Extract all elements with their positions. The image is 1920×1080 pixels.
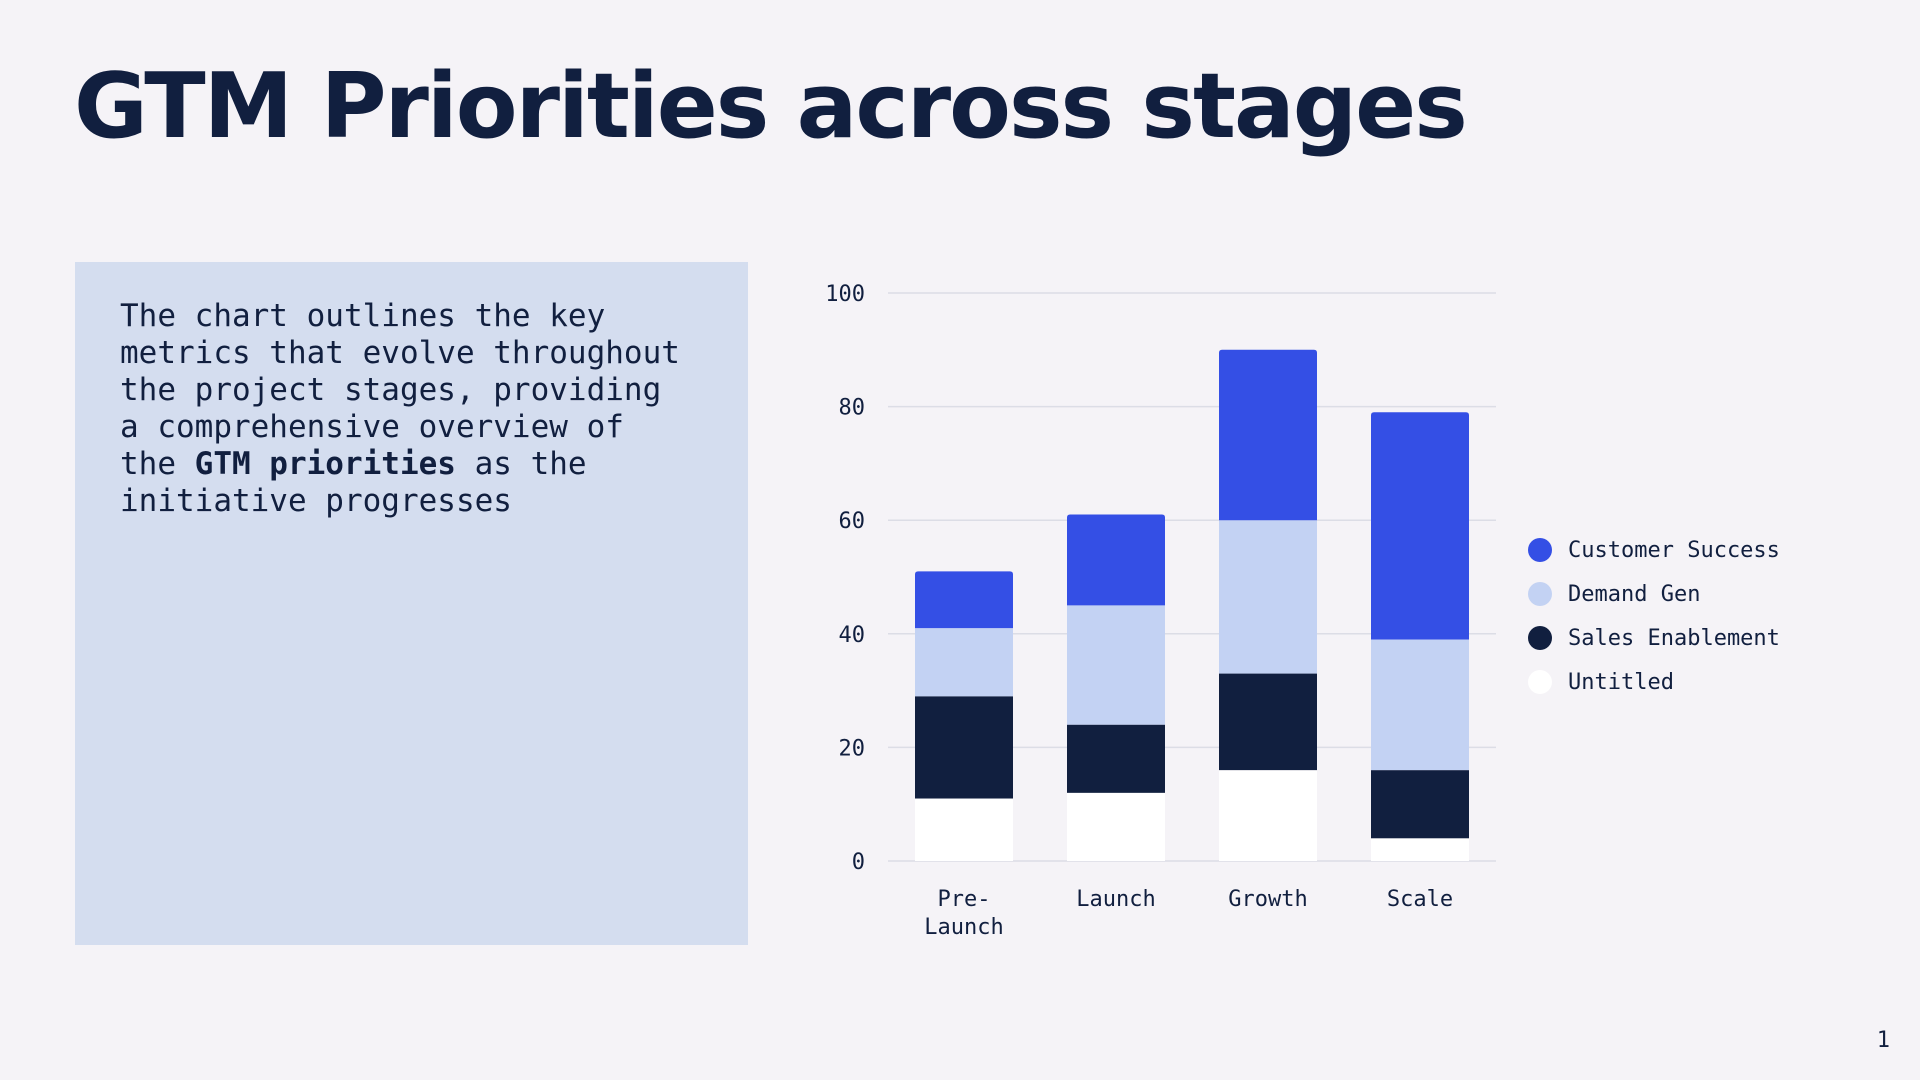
legend-swatch-icon: [1528, 626, 1552, 650]
y-tick-label: 100: [825, 282, 865, 307]
bar-segment-sales-enablement-1: [1067, 724, 1165, 793]
description-panel: The chart outlines the key metrics that …: [75, 262, 748, 945]
legend-item: Sales Enablement: [1528, 616, 1780, 660]
bar-segment-sales-enablement-0: [915, 696, 1013, 799]
x-category-label: Launch: [1076, 887, 1155, 912]
legend-label: Untitled: [1568, 669, 1674, 695]
slide-title: GTM Priorities across stages: [74, 54, 1468, 159]
legend-swatch-icon: [1528, 582, 1552, 606]
bar-segment-untitled-3: [1371, 838, 1469, 861]
legend-item: Customer Success: [1528, 528, 1780, 572]
axis-labels: 0 20 40 60 80 100 Pre-Launch Launch Growth Scale: [825, 282, 1453, 940]
legend-label: Sales Enablement: [1568, 625, 1780, 651]
legend-label: Demand Gen: [1568, 581, 1701, 607]
bar-segment-customer-success-3: [1371, 412, 1469, 640]
bar-segment-demand-gen-0: [915, 628, 1013, 697]
bar-segment-customer-success-1: [1067, 514, 1165, 606]
bar-segment-sales-enablement-3: [1371, 770, 1469, 839]
page-number: 1: [1876, 1028, 1890, 1053]
bar-segment-demand-gen-2: [1219, 520, 1317, 674]
legend-swatch-icon: [1528, 670, 1552, 694]
y-tick-label: 80: [839, 396, 866, 421]
legend-item: Demand Gen: [1528, 572, 1780, 616]
y-tick-label: 0: [852, 850, 865, 875]
chart-legend: Customer Success Demand Gen Sales Enableme…: [1528, 528, 1780, 704]
y-tick-label: 60: [839, 509, 866, 534]
legend-item: Untitled: [1528, 660, 1780, 704]
bar-segment-untitled-0: [915, 798, 1013, 861]
y-tick-label: 40: [839, 623, 866, 648]
legend-label: Customer Success: [1568, 537, 1780, 563]
bar-segment-sales-enablement-2: [1219, 673, 1317, 771]
y-tick-label: 20: [839, 736, 866, 761]
description-text-start: The chart outlines the key metrics that …: [120, 298, 680, 482]
bar-segment-untitled-1: [1067, 792, 1165, 861]
bars: [915, 349, 1469, 861]
x-category-label: Growth: [1228, 887, 1307, 912]
bar-segment-customer-success-0: [915, 571, 1013, 629]
legend-swatch-icon: [1528, 538, 1552, 562]
description-text-bold: GTM priorities: [194, 446, 456, 482]
description-text: The chart outlines the key metrics that …: [120, 298, 680, 520]
bar-segment-customer-success-2: [1219, 349, 1317, 521]
bar-segment-demand-gen-1: [1067, 605, 1165, 725]
description-text-end: as the initiative progresses: [120, 446, 587, 519]
bar-segment-demand-gen-3: [1371, 639, 1469, 771]
bar-segment-untitled-2: [1219, 770, 1317, 861]
x-category-label: Scale: [1387, 887, 1453, 912]
x-category-label: Pre-Launch: [924, 887, 1003, 940]
